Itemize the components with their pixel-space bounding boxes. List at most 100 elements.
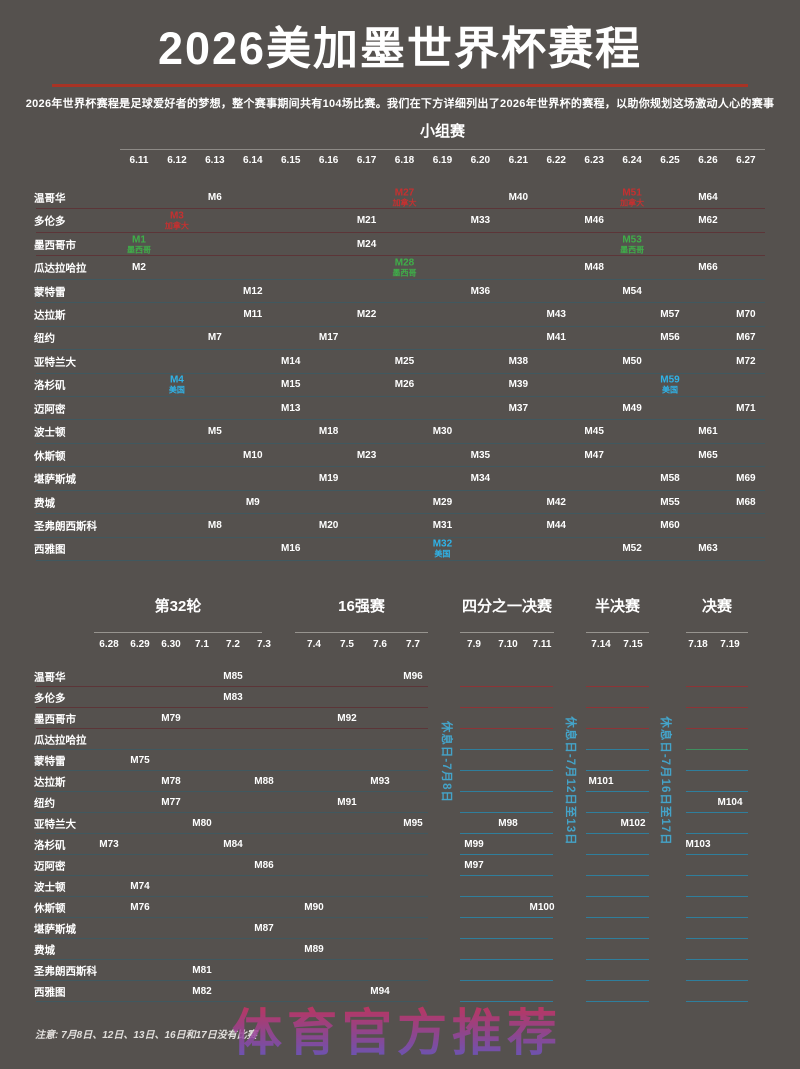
- row-divider: [460, 791, 553, 792]
- match-number: M10: [243, 449, 263, 461]
- row-divider: [36, 396, 765, 398]
- table-row: 瓜达拉哈拉: [0, 729, 800, 750]
- match-number: M21: [356, 215, 377, 227]
- row-divider: [460, 875, 553, 876]
- match-cell: M90: [304, 901, 324, 913]
- city-label: 瓜达拉哈拉: [34, 734, 87, 746]
- match-cell: M25: [395, 356, 414, 367]
- match-number: M11: [243, 308, 263, 320]
- city-label: 波士顿: [34, 426, 66, 439]
- city-label: 圣弗朗西斯科: [34, 520, 97, 533]
- city-label: 西雅图: [34, 986, 66, 998]
- table-row: 纽约 M77 M91 M104: [0, 792, 800, 813]
- match-number: M28: [394, 257, 415, 269]
- match-cell: M76: [130, 902, 149, 913]
- section-divider: [460, 632, 554, 633]
- match-number: M37: [508, 402, 529, 414]
- match-cell: M42: [546, 497, 565, 508]
- table-row: 亚特兰大 M80 M95 M98 M102: [0, 813, 800, 834]
- match-cell: M43: [546, 309, 565, 320]
- match-cell: M65: [698, 450, 717, 461]
- date-label: 6.12: [167, 155, 187, 166]
- match-country: 加拿大: [392, 198, 417, 208]
- table-row: 圣弗朗西斯科 M81: [0, 960, 800, 981]
- match-cell: M78: [161, 776, 180, 787]
- table-row: 瓜达拉哈拉 M2 M28 墨西哥 M48 M66: [0, 256, 800, 280]
- match-cell: M97: [464, 860, 483, 871]
- match-number: M47: [584, 449, 604, 461]
- match-cell: M48: [584, 263, 603, 273]
- match-number: M68: [736, 496, 756, 508]
- match-cell: M62: [698, 216, 717, 226]
- date-label: 6.14: [243, 155, 263, 166]
- table-row: 波士顿 M5 M18 M30 M45 M61: [0, 421, 800, 444]
- date-label: 7.5: [340, 639, 354, 650]
- match-cell: M66: [698, 263, 717, 273]
- row-divider: [36, 302, 765, 304]
- match-number: M84: [223, 838, 243, 850]
- table-row: 堪萨斯城 M87: [0, 918, 800, 939]
- city-label: 洛杉矶: [34, 379, 66, 392]
- match-number: M27: [394, 187, 415, 199]
- match-cell: M49: [622, 403, 641, 414]
- match-number: M18: [318, 426, 339, 438]
- match-number: M38: [508, 355, 529, 367]
- match-cell: M7: [208, 333, 222, 343]
- match-cell: M73: [99, 839, 118, 850]
- row-divider: [686, 812, 748, 813]
- match-number: M56: [660, 332, 680, 344]
- date-label: 6.21: [508, 155, 529, 166]
- row-divider: [36, 1001, 428, 1002]
- match-number: M48: [584, 262, 604, 274]
- match-cell: M28 墨西哥: [393, 257, 417, 278]
- row-divider: [36, 349, 765, 351]
- match-cell: M45: [584, 427, 603, 437]
- row-divider: [686, 980, 748, 981]
- city-label: 瓜达拉哈拉: [34, 262, 87, 275]
- row-divider: [36, 875, 428, 876]
- date-label: 6.27: [736, 155, 756, 166]
- match-number: M29: [432, 496, 453, 508]
- match-number: M50: [622, 355, 642, 367]
- match-number: M90: [304, 901, 324, 913]
- table-row: 温哥华 M85 M96: [0, 666, 800, 687]
- date-label: 7.15: [623, 639, 643, 650]
- city-label: 温哥华: [34, 192, 66, 205]
- table-row: 波士顿 M74: [0, 876, 800, 897]
- group-stage-title: 小组赛: [419, 123, 465, 140]
- match-cell: M15: [281, 380, 300, 390]
- match-number: M82: [192, 985, 212, 997]
- table-row: 墨西哥市 M1 墨西哥 M24 M53 墨西哥: [0, 233, 800, 257]
- date-label: 7.4: [307, 639, 321, 650]
- match-cell: M19: [319, 474, 338, 484]
- date-label: 6.13: [205, 155, 225, 166]
- table-row: 西雅图 M16 M32 美国 M52 M63: [0, 538, 800, 562]
- date-label: 6.22: [546, 155, 566, 166]
- match-number: M1: [132, 234, 146, 246]
- row-divider: [36, 728, 428, 729]
- match-number: M33: [470, 215, 491, 227]
- match-cell: M98: [498, 818, 517, 829]
- match-number: M85: [223, 670, 243, 682]
- match-number: M99: [464, 838, 484, 850]
- match-cell: M84: [223, 838, 243, 850]
- match-number: M87: [254, 922, 274, 934]
- section-divider: [94, 632, 262, 633]
- row-divider: [36, 419, 765, 421]
- match-cell: M58: [660, 474, 679, 484]
- row-divider: [36, 560, 765, 562]
- match-number: M2: [132, 262, 146, 274]
- match-cell: M55: [660, 497, 679, 508]
- match-cell: M20: [319, 521, 338, 531]
- match-cell: M6: [208, 192, 222, 203]
- match-cell: M104: [717, 797, 742, 808]
- match-number: M13: [280, 402, 301, 414]
- city-label: 堪萨斯城: [34, 923, 76, 935]
- row-divider: [36, 513, 765, 515]
- match-cell: M10: [243, 449, 263, 461]
- row-divider: [460, 938, 553, 939]
- match-country: 加拿大: [164, 221, 189, 231]
- date-label: 7.18: [688, 639, 708, 650]
- match-cell: M63: [698, 544, 717, 554]
- row-divider: [460, 728, 553, 729]
